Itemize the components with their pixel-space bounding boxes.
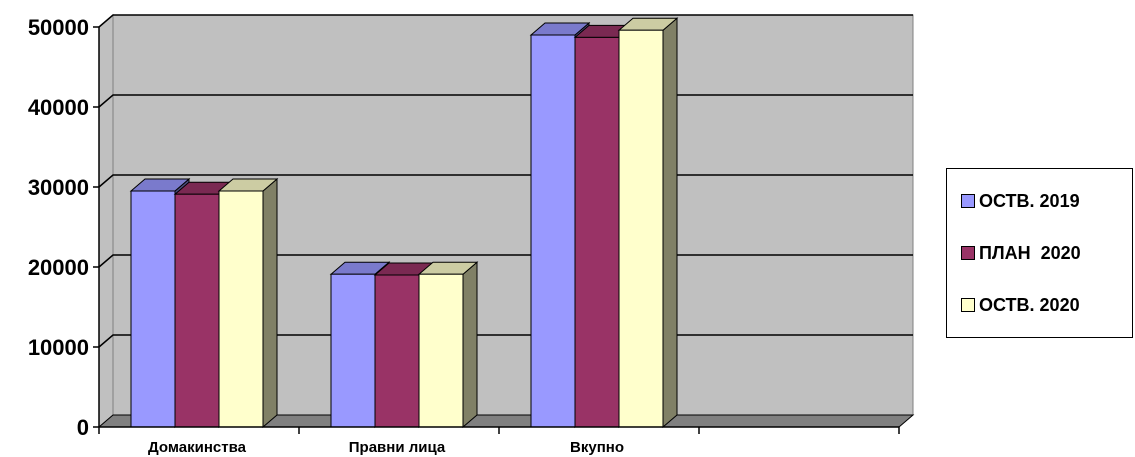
legend-label: ПЛАН 2020 bbox=[979, 242, 1081, 263]
bars bbox=[129, 17, 679, 429]
legend-swatch bbox=[961, 298, 975, 312]
bar-front bbox=[218, 190, 264, 428]
bar-front bbox=[130, 190, 176, 428]
bar bbox=[217, 177, 279, 429]
gridline bbox=[98, 14, 913, 28]
bar bbox=[417, 261, 479, 429]
y-tick-labels: 0 10000 20000 30000 40000 50000 bbox=[28, 15, 89, 440]
legend-item-osv-2020: ОСТВ. 2020 bbox=[961, 293, 1080, 317]
y-tick-label: 20000 bbox=[28, 255, 89, 280]
legend-swatch bbox=[961, 246, 975, 260]
x-tick-label: Домакинства bbox=[148, 439, 247, 456]
bar bbox=[617, 17, 679, 429]
y-tick-label: 40000 bbox=[28, 95, 89, 120]
legend-item-plan-2020: ПЛАН 2020 bbox=[961, 241, 1081, 265]
axes bbox=[93, 26, 900, 434]
y-tick-label: 10000 bbox=[28, 335, 89, 360]
legend-swatch bbox=[961, 194, 975, 208]
bar-front bbox=[174, 193, 220, 428]
legend: ОСТВ. 2019 ПЛАН 2020 ОСТВ. 2020 bbox=[946, 168, 1133, 338]
legend-label: ОСТВ. 2019 bbox=[979, 190, 1080, 211]
y-tick-label: 50000 bbox=[28, 15, 89, 40]
bar-front bbox=[574, 36, 620, 428]
legend-label: ОСТВ. 2020 bbox=[979, 294, 1080, 315]
x-tick-label: Вкупно bbox=[570, 439, 624, 456]
x-tick-labels: Домакинства Правни лица Вкупно bbox=[148, 439, 624, 456]
bar-front bbox=[374, 274, 420, 428]
bar-side bbox=[662, 17, 678, 429]
bar-front bbox=[530, 34, 576, 428]
bar-front bbox=[618, 29, 664, 428]
side-wall bbox=[98, 13, 114, 429]
y-tick-label: 30000 bbox=[28, 175, 89, 200]
bar-side bbox=[462, 261, 478, 429]
bar-front bbox=[330, 273, 376, 428]
x-tick-label: Правни лица bbox=[349, 439, 446, 456]
legend-item-osv-2019: ОСТВ. 2019 bbox=[961, 189, 1080, 213]
bar-front bbox=[418, 273, 464, 428]
y-tick-label: 0 bbox=[77, 415, 89, 440]
bar-side bbox=[262, 177, 278, 429]
